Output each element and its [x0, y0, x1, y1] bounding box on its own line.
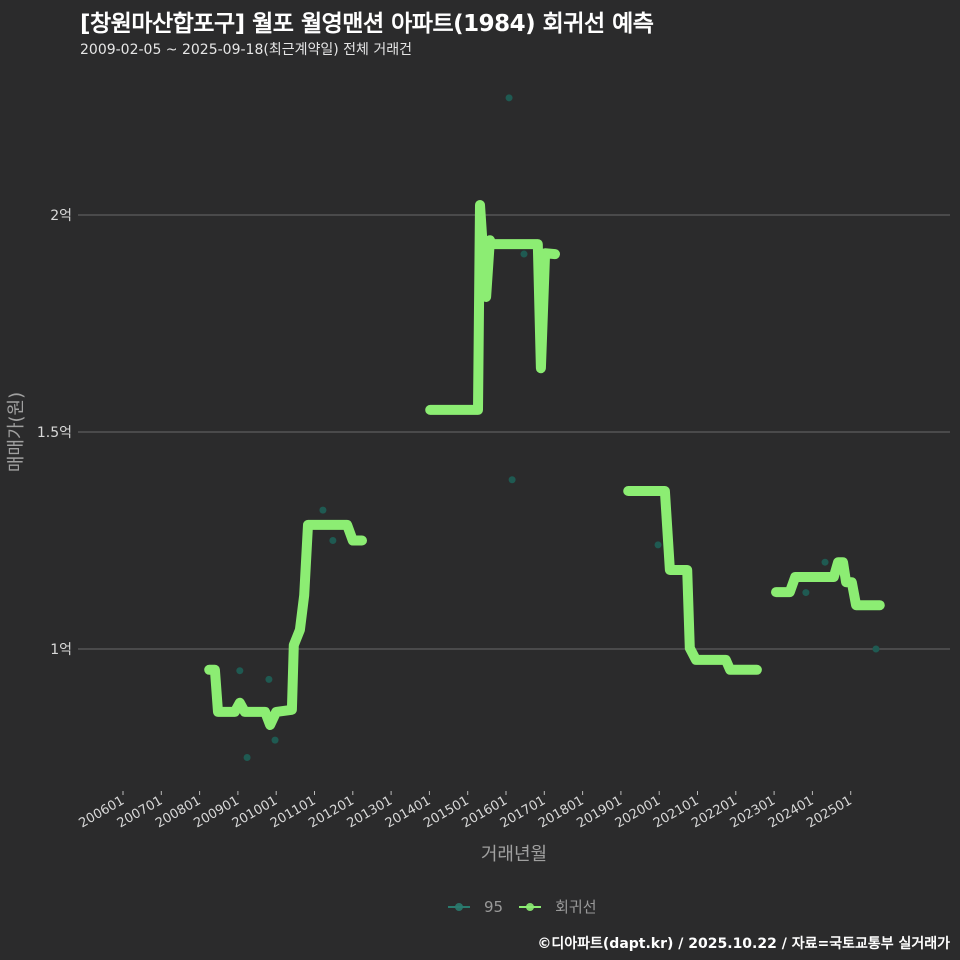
legend: 95 회귀선 [448, 896, 613, 917]
scatter-point [329, 537, 337, 544]
scatter-point [271, 736, 279, 744]
regression-segment [204, 519, 367, 730]
y-tick-label: 1억 [50, 642, 72, 658]
y-axis-label: 매매가(원) [6, 392, 27, 472]
legend-label: 95 [484, 897, 504, 916]
scatter-point [236, 667, 244, 675]
scatter-points-95 [236, 94, 880, 761]
gridlines [78, 214, 950, 650]
scatter-point [654, 541, 662, 549]
y-axis: 1억 1.5억 2억 [37, 208, 72, 658]
scatter-point [520, 250, 528, 258]
regression-line [204, 200, 885, 730]
scatter-point [821, 558, 829, 566]
scatter-point [508, 476, 516, 484]
legend-item-regression[interactable]: 회귀선 [519, 896, 597, 917]
scatter-point [243, 754, 251, 761]
scatter-point [265, 675, 273, 683]
x-axis: 2006012007012008012009012010012011012012… [77, 791, 855, 831]
legend-key-95-icon [448, 902, 470, 911]
legend-key-regression-icon [519, 902, 542, 911]
x-axis-label: 거래년월 [481, 844, 547, 865]
footer-credit: ©디아파트(dapt.kr) / 2025.10.22 / 자료=국토교통부 실… [537, 936, 950, 952]
scatter-point [802, 589, 810, 597]
y-tick-label: 2억 [50, 208, 72, 224]
legend-item-95[interactable]: 95 [448, 898, 503, 916]
scatter-point [505, 94, 513, 102]
scatter-point [319, 506, 327, 514]
chart-title: [창원마산합포구] 월포 월영맨션 아파트(1984) 회귀선 예측 [80, 11, 654, 37]
y-tick-label: 1.5억 [37, 425, 72, 441]
regression-segment [623, 486, 762, 675]
regression-segment [771, 557, 885, 611]
chart-subtitle: 2009-02-05 ~ 2025-09-18(최근계약일) 전체 거래건 [80, 42, 412, 58]
regression-segment [425, 200, 560, 415]
legend-label: 회귀선 [555, 898, 597, 916]
scatter-point [872, 645, 880, 653]
